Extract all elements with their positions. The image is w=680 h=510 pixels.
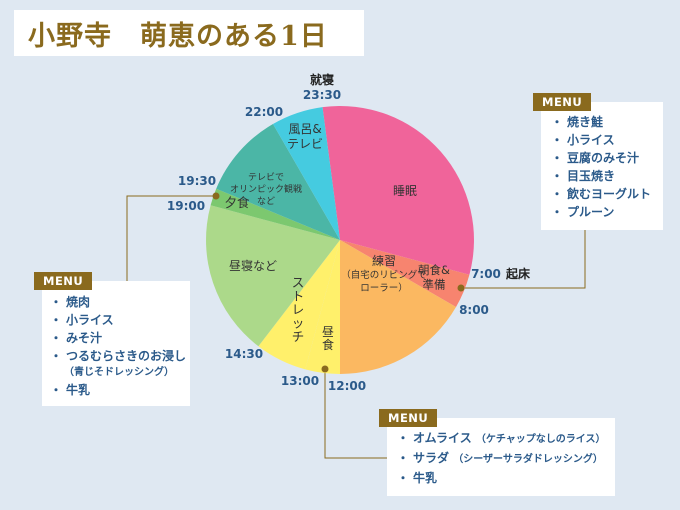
page-title: 小野寺 萌恵のある1日: [14, 10, 364, 56]
time-label: 8:00: [459, 303, 489, 317]
pie-slice-label: ストレッチ: [292, 275, 305, 344]
pie-slice-label: 風呂&テレビ: [287, 122, 323, 151]
time-label: 12:00: [328, 379, 366, 393]
pie-slice: [216, 124, 340, 240]
dinner-item: ・牛乳: [50, 383, 91, 397]
time-label: 就寝: [310, 72, 334, 87]
pie-slice-label: 朝食&準備: [418, 263, 450, 292]
lunch-leader-line: [324, 369, 387, 459]
pie-slice: [210, 188, 340, 240]
time-label: 14:30: [225, 347, 263, 361]
dinner-menu: MENU ・焼肉 ・小ライス ・みそ汁 ・つるむらさきのお浸し （青じそドレッシ…: [34, 272, 190, 406]
time-label: 19:00: [167, 199, 205, 213]
breakfast-leader-dot: [457, 284, 465, 292]
lunch-leader-dot: [321, 365, 329, 373]
lunch-item: ・牛乳: [397, 471, 438, 485]
dinner-menu-tag: MENU: [34, 272, 93, 290]
lunch-menu-tag: MENU: [379, 409, 438, 427]
pie-slice-label: テレビでオリンピック観戦など: [230, 172, 302, 207]
breakfast-item: ・目玉焼き: [551, 169, 616, 183]
lunch-menu: MENU ・オムライス （ケチャップなしのライス） ・サラダ （シーザーサラダド…: [379, 409, 615, 496]
breakfast-menu: MENU ・焼き鮭 ・小ライス ・豆腐のみそ汁 ・目玉焼き ・飲むヨーグルト ・…: [533, 93, 663, 230]
pie-slice-label: 夕食: [224, 195, 250, 210]
lunch-item: ・サラダ （シーザーサラダドレッシング）: [397, 451, 603, 465]
pie-slice: [206, 205, 340, 347]
breakfast-item: ・焼き鮭: [551, 115, 604, 129]
breakfast-leader-line: [461, 230, 586, 289]
breakfast-item: ・プルーン: [551, 205, 615, 219]
dinner-leader-dot: [212, 192, 220, 200]
pie-slice: [305, 240, 340, 374]
time-label: 22:00: [245, 105, 283, 119]
dinner-item: ・小ライス: [50, 313, 114, 327]
lunch-item: ・オムライス （ケチャップなしのライス）: [397, 431, 606, 445]
page-title-text: 小野寺 萌恵のある1日: [28, 20, 328, 52]
dinner-item-note: （青じそドレッシング）: [64, 367, 174, 378]
time-label: 13:00: [281, 374, 319, 388]
breakfast-item: ・飲むヨーグルト: [551, 187, 652, 201]
pie-slice-label: 昼寝など: [229, 258, 277, 273]
breakfast-menu-tag: MENU: [533, 93, 592, 111]
breakfast-item: ・小ライス: [551, 133, 615, 147]
time-label: 起床: [505, 266, 531, 281]
breakfast-item: ・豆腐のみそ汁: [551, 151, 640, 165]
dinner-leader-line: [126, 195, 216, 281]
pie-slice: [340, 240, 456, 374]
dinner-item: ・みそ汁: [50, 331, 103, 345]
pie-slice: [258, 240, 340, 370]
dinner-item: ・つるむらさきのお浸し: [50, 349, 187, 363]
pie-slice-label: 睡眠: [393, 184, 417, 198]
pie-slice-label: 練習（自宅のリビングでローラー）: [341, 254, 427, 294]
pie-slice: [340, 240, 470, 307]
time-label: 23:30: [303, 88, 341, 102]
pie-slice: [322, 105, 474, 275]
pie-slice: [273, 107, 340, 240]
pie-slice-label: 昼食: [322, 325, 334, 352]
time-label: 19:30: [178, 174, 216, 188]
dinner-item: ・焼肉: [50, 295, 91, 309]
time-label: 7:00: [471, 267, 501, 281]
